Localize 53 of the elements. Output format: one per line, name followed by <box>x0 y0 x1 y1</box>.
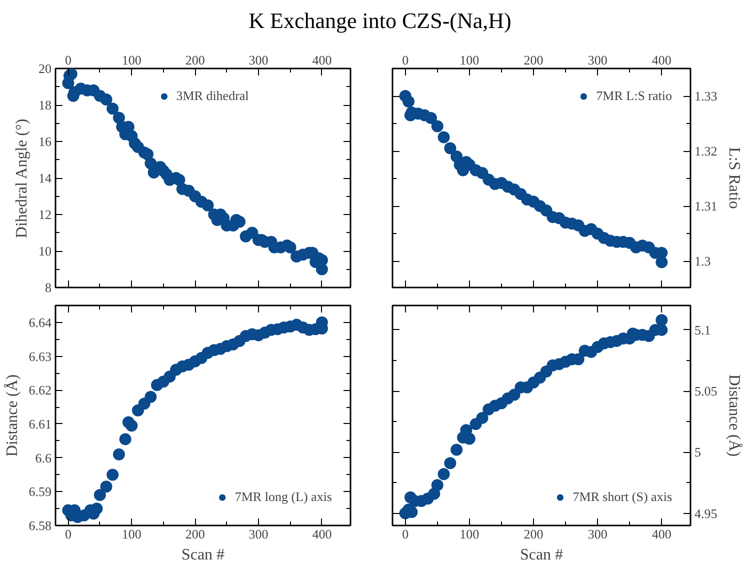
y-tick-label: 6.6 <box>35 450 52 466</box>
y-tick-label: 6.63 <box>28 348 52 364</box>
x-tick-label: 200 <box>185 526 205 542</box>
x-tick-label: 400 <box>312 52 332 68</box>
x-tick-label: 400 <box>652 52 672 68</box>
y2-axis-title: L:S Ratio <box>725 147 742 209</box>
x-tick-label: 0 <box>402 526 409 542</box>
x-tick-label: 300 <box>248 526 268 542</box>
legend-label: 3MR dihedral <box>176 88 249 104</box>
y-tick-label: 12 <box>38 207 52 222</box>
x-tick-label: 0 <box>64 52 72 68</box>
y-tick-label: 14 <box>38 170 52 186</box>
y2-tick-label: 1.33 <box>694 88 718 104</box>
x-tick-label: 100 <box>122 526 142 542</box>
x-tick-label: 0 <box>402 52 409 68</box>
legend-label: 7MR L:S ratio <box>596 88 672 104</box>
y-tick-label: 6.58 <box>28 518 52 533</box>
y2-tick-label: 1.31 <box>694 198 718 214</box>
x-tick-label: 0 <box>64 526 72 542</box>
x-axis-title: Scan # <box>520 546 564 564</box>
x-tick-label: 200 <box>524 526 544 542</box>
y-tick-label: 18 <box>38 98 52 112</box>
x-tick-label: 200 <box>524 52 544 68</box>
y2-tick-label: 5 <box>694 444 701 460</box>
y-tick-label: 6.64 <box>28 314 52 330</box>
y2-tick-label: 5.05 <box>694 384 718 399</box>
y2-tick-label: 4.95 <box>694 506 718 521</box>
x-tick-label: 100 <box>460 52 480 68</box>
y-tick-label: 6.61 <box>28 416 52 432</box>
y-tick-label: 16 <box>38 134 52 149</box>
legend-label: 7MR long (L) axis <box>234 489 332 505</box>
x-tick-label: 300 <box>588 52 608 68</box>
x-tick-label: 200 <box>185 52 205 68</box>
y2-tick-label: 5.1 <box>694 322 711 338</box>
y-tick-label: 8 <box>45 280 52 295</box>
y-tick-label: 6.62 <box>28 382 52 398</box>
x-tick-label: 100 <box>460 526 480 542</box>
x-tick-label: 300 <box>248 52 268 68</box>
y2-tick-label: 1.32 <box>694 144 718 159</box>
chart-title: K Exchange into CZS-(Na,H) <box>248 7 512 35</box>
y-axis-title: Dihedral Angle (°) <box>14 118 30 238</box>
x-tick-label: 400 <box>312 526 332 542</box>
y2-axis-title: Distance (Å) <box>725 374 744 457</box>
y-tick-label: 6.59 <box>28 484 52 500</box>
x-tick-label: 400 <box>652 526 672 542</box>
y-tick-label: 20 <box>38 61 52 76</box>
y2-tick-label: 1.3 <box>694 254 711 269</box>
x-tick-label: 100 <box>122 52 142 68</box>
x-tick-label: 300 <box>588 526 608 542</box>
y-tick-label: 10 <box>38 244 52 258</box>
legend-label: 7MR short (S) axis <box>572 489 672 505</box>
x-axis-title: Scan # <box>181 546 225 564</box>
y-axis-title: Distance (Å) <box>2 374 21 457</box>
